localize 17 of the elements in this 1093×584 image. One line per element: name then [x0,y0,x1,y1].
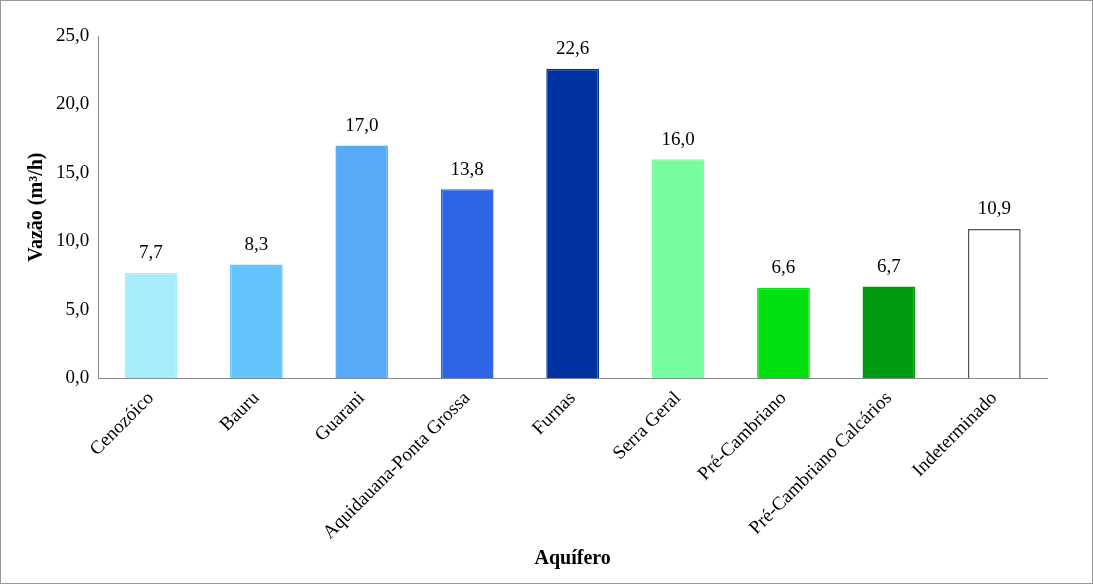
data-label: 17,0 [345,113,379,135]
y-tick-label: 0,0 [65,366,90,388]
data-label: 13,8 [450,157,484,179]
y-tick-label: 20,0 [56,92,90,114]
data-label: 16,0 [661,127,695,149]
y-tick-label: 25,0 [56,23,90,45]
y-tick-label: 5,0 [65,297,90,319]
y-tick-label: 10,0 [56,229,90,251]
y-axis-title: Vazão (m³/h) [24,152,48,262]
data-label: 6,6 [771,256,796,278]
data-label: 22,6 [556,37,590,59]
data-label: 6,7 [877,254,901,276]
data-label: 8,3 [244,233,269,255]
data-label: 7,7 [139,241,163,263]
y-tick-label: 15,0 [56,160,90,182]
data-label: 10,9 [977,197,1011,219]
x-axis-title: Aquífero [534,546,611,570]
